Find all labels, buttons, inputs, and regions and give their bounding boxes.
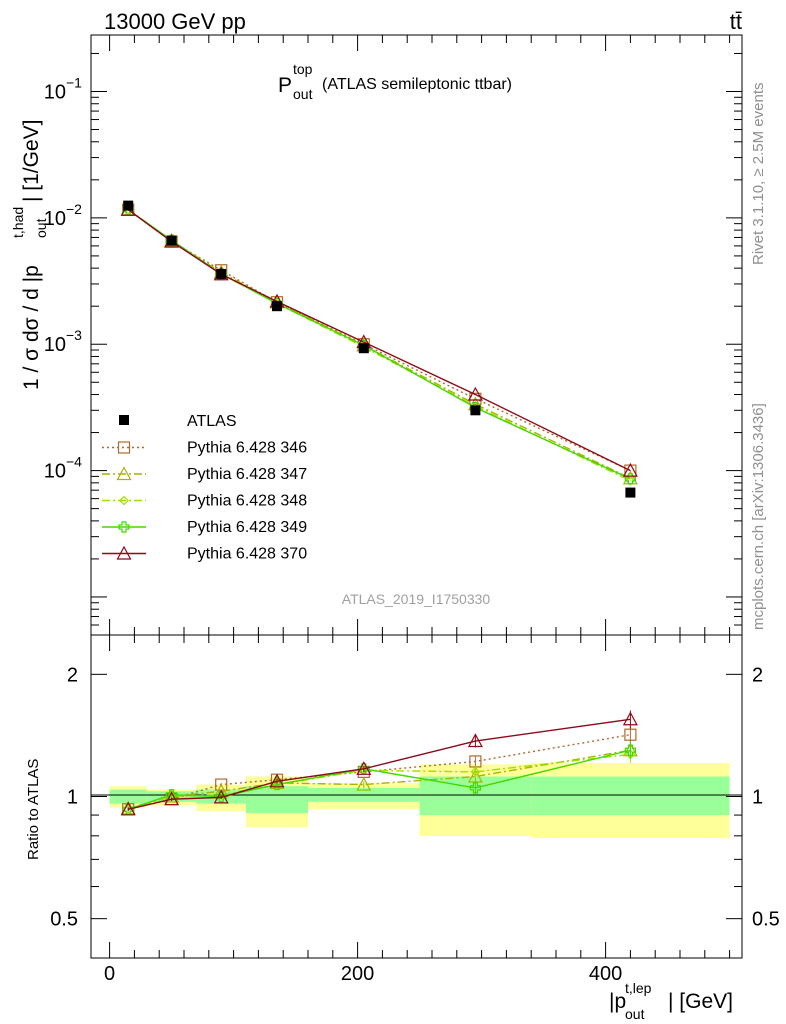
ratio-series-marker [120,801,136,816]
ratio-plot-frame [90,634,743,959]
atlas-data-point [470,405,481,416]
main-series-group [120,200,638,498]
header-channel-label: tt̄ [730,9,742,34]
analysis-id-label: ATLAS_2019_I1750330 [342,591,491,607]
ratio-axis-ticks: 0.5 0.5 1 1 2 2 0 200 400 [50,635,780,985]
ratio-inner-band [246,786,308,814]
main-series-line [127,209,631,472]
ratio-panel: 0.5 0.5 1 1 2 2 0 200 400 Ratio to ATLAS |p t,le… [25,634,780,1022]
main-series-5 [120,201,638,477]
legend-marker [116,545,132,560]
plot-title: P [278,74,292,97]
plot-title-main: P [278,74,292,97]
y-axis-label-main: 1 / σ dσ / d |p [20,265,43,390]
legend-marker [117,441,131,454]
plot-title-rest: (ATLAS semileptonic ttbar) [322,76,512,93]
x-axis-label-tail: | [GeV] [668,990,733,1013]
ratio-y-tick-label-left: 1 [67,787,78,809]
x-axis-label-main: |p [609,990,626,1013]
ratio-series-marker [624,728,637,741]
plot-title-sup: top [293,61,313,77]
legend-label: Pythia 6.428 347 [187,466,307,483]
legend-label: Pythia 6.428 348 [187,493,307,510]
x-axis-label-sup: t,lep [625,980,652,996]
legend-marker [116,466,132,481]
main-series-line [127,209,631,480]
y-axis-label-tail: | [1/GeV] [20,120,43,203]
main-y-tick-label-exponent: −2 [66,201,82,217]
ratio-y-axis-label: Ratio to ATLAS [25,759,42,860]
atlas-data-point [272,301,282,312]
legend-marker [119,495,129,506]
main-y-tick-label: 10 [44,208,66,230]
ratio-inner-band [531,776,730,816]
x-tick-label: 200 [341,963,374,985]
ratio-series-marker [213,789,229,804]
legend-marker-atlas [119,415,129,425]
main-series-marker [622,462,638,477]
mcplots-source-label: mcplots.cern.ch [arXiv:1306.3436] [750,403,767,630]
ratio-series-5 [120,710,638,816]
ratio-series-marker [269,773,285,788]
x-tick-label: 400 [589,963,622,985]
main-y-tick-label: 10 [44,334,66,356]
main-y-axis-label: 1 / σ dσ / d |p out t,had | [1/GeV] [10,120,49,391]
x-axis-label-sub: out [625,1006,645,1022]
ratio-y-tick-label-right: 1 [752,787,763,809]
main-y-tick-label: 10 [44,461,66,483]
ratio-series-marker [272,779,282,790]
ratio-inner-band [109,789,147,804]
ratio-series-marker [622,711,638,726]
main-y-tick-label-exponent: −3 [66,327,82,343]
ratio-y-tick-label-left: 0.5 [50,909,78,931]
ratio-series-marker [467,733,483,748]
y-axis-label-sub: out [33,218,49,238]
ratio-series-marker [624,744,637,756]
ratio-series-marker [356,776,372,791]
legend-label-atlas: ATLAS [187,413,237,430]
ratio-series-marker [469,782,481,794]
plot-title-sub: out [293,86,313,102]
ratio-y-tick-label-right: 0.5 [752,909,780,931]
x-tick-label: 0 [104,963,115,985]
atlas-data-points [123,200,636,498]
ratio-series-group [120,710,638,816]
ratio-uncertainty-bands [109,762,730,839]
legend-label: Pythia 6.428 346 [187,440,307,457]
atlas-data-point [358,343,369,354]
rivet-version-label: Rivet 3.1.10, ≥ 2.5M events [750,83,767,266]
atlas-data-point [625,487,636,498]
main-y-tick-label: 10 [44,82,66,104]
legend: ATLAS Pythia 6.428 346 Pythia 6.428 347 Pyt… [102,413,307,563]
legend-label: Pythia 6.428 349 [187,519,307,536]
main-panel: 10−410−310−210−1 P top out (ATLAS semile… [10,34,743,636]
main-series-line [127,209,631,472]
main-series-line [127,208,631,479]
main-y-tick-label-exponent: −4 [66,454,82,470]
legend-marker [118,521,130,533]
x-axis-label: |p t,lep out | [GeV] [609,980,733,1022]
atlas-data-point [166,235,177,246]
atlas-data-point [216,268,227,279]
main-series-marker [467,386,483,401]
main-y-tick-label-exponent: −1 [66,75,82,91]
legend-label: Pythia 6.428 370 [187,546,307,563]
ratio-series-marker [356,761,372,775]
main-axis-ticks: 10−410−310−210−1 [44,35,742,635]
ratio-y-tick-label-right: 2 [752,664,763,686]
main-series-marker [625,475,636,486]
y-axis-label-sup: t,had [10,207,26,238]
ratio-series-marker [470,767,481,777]
ratio-y-tick-label-left: 2 [67,664,78,686]
main-series-marker [624,473,637,485]
atlas-data-point [123,200,134,211]
header-process-label: 13000 GeV pp [104,9,246,34]
ratio-series-marker [164,791,180,806]
